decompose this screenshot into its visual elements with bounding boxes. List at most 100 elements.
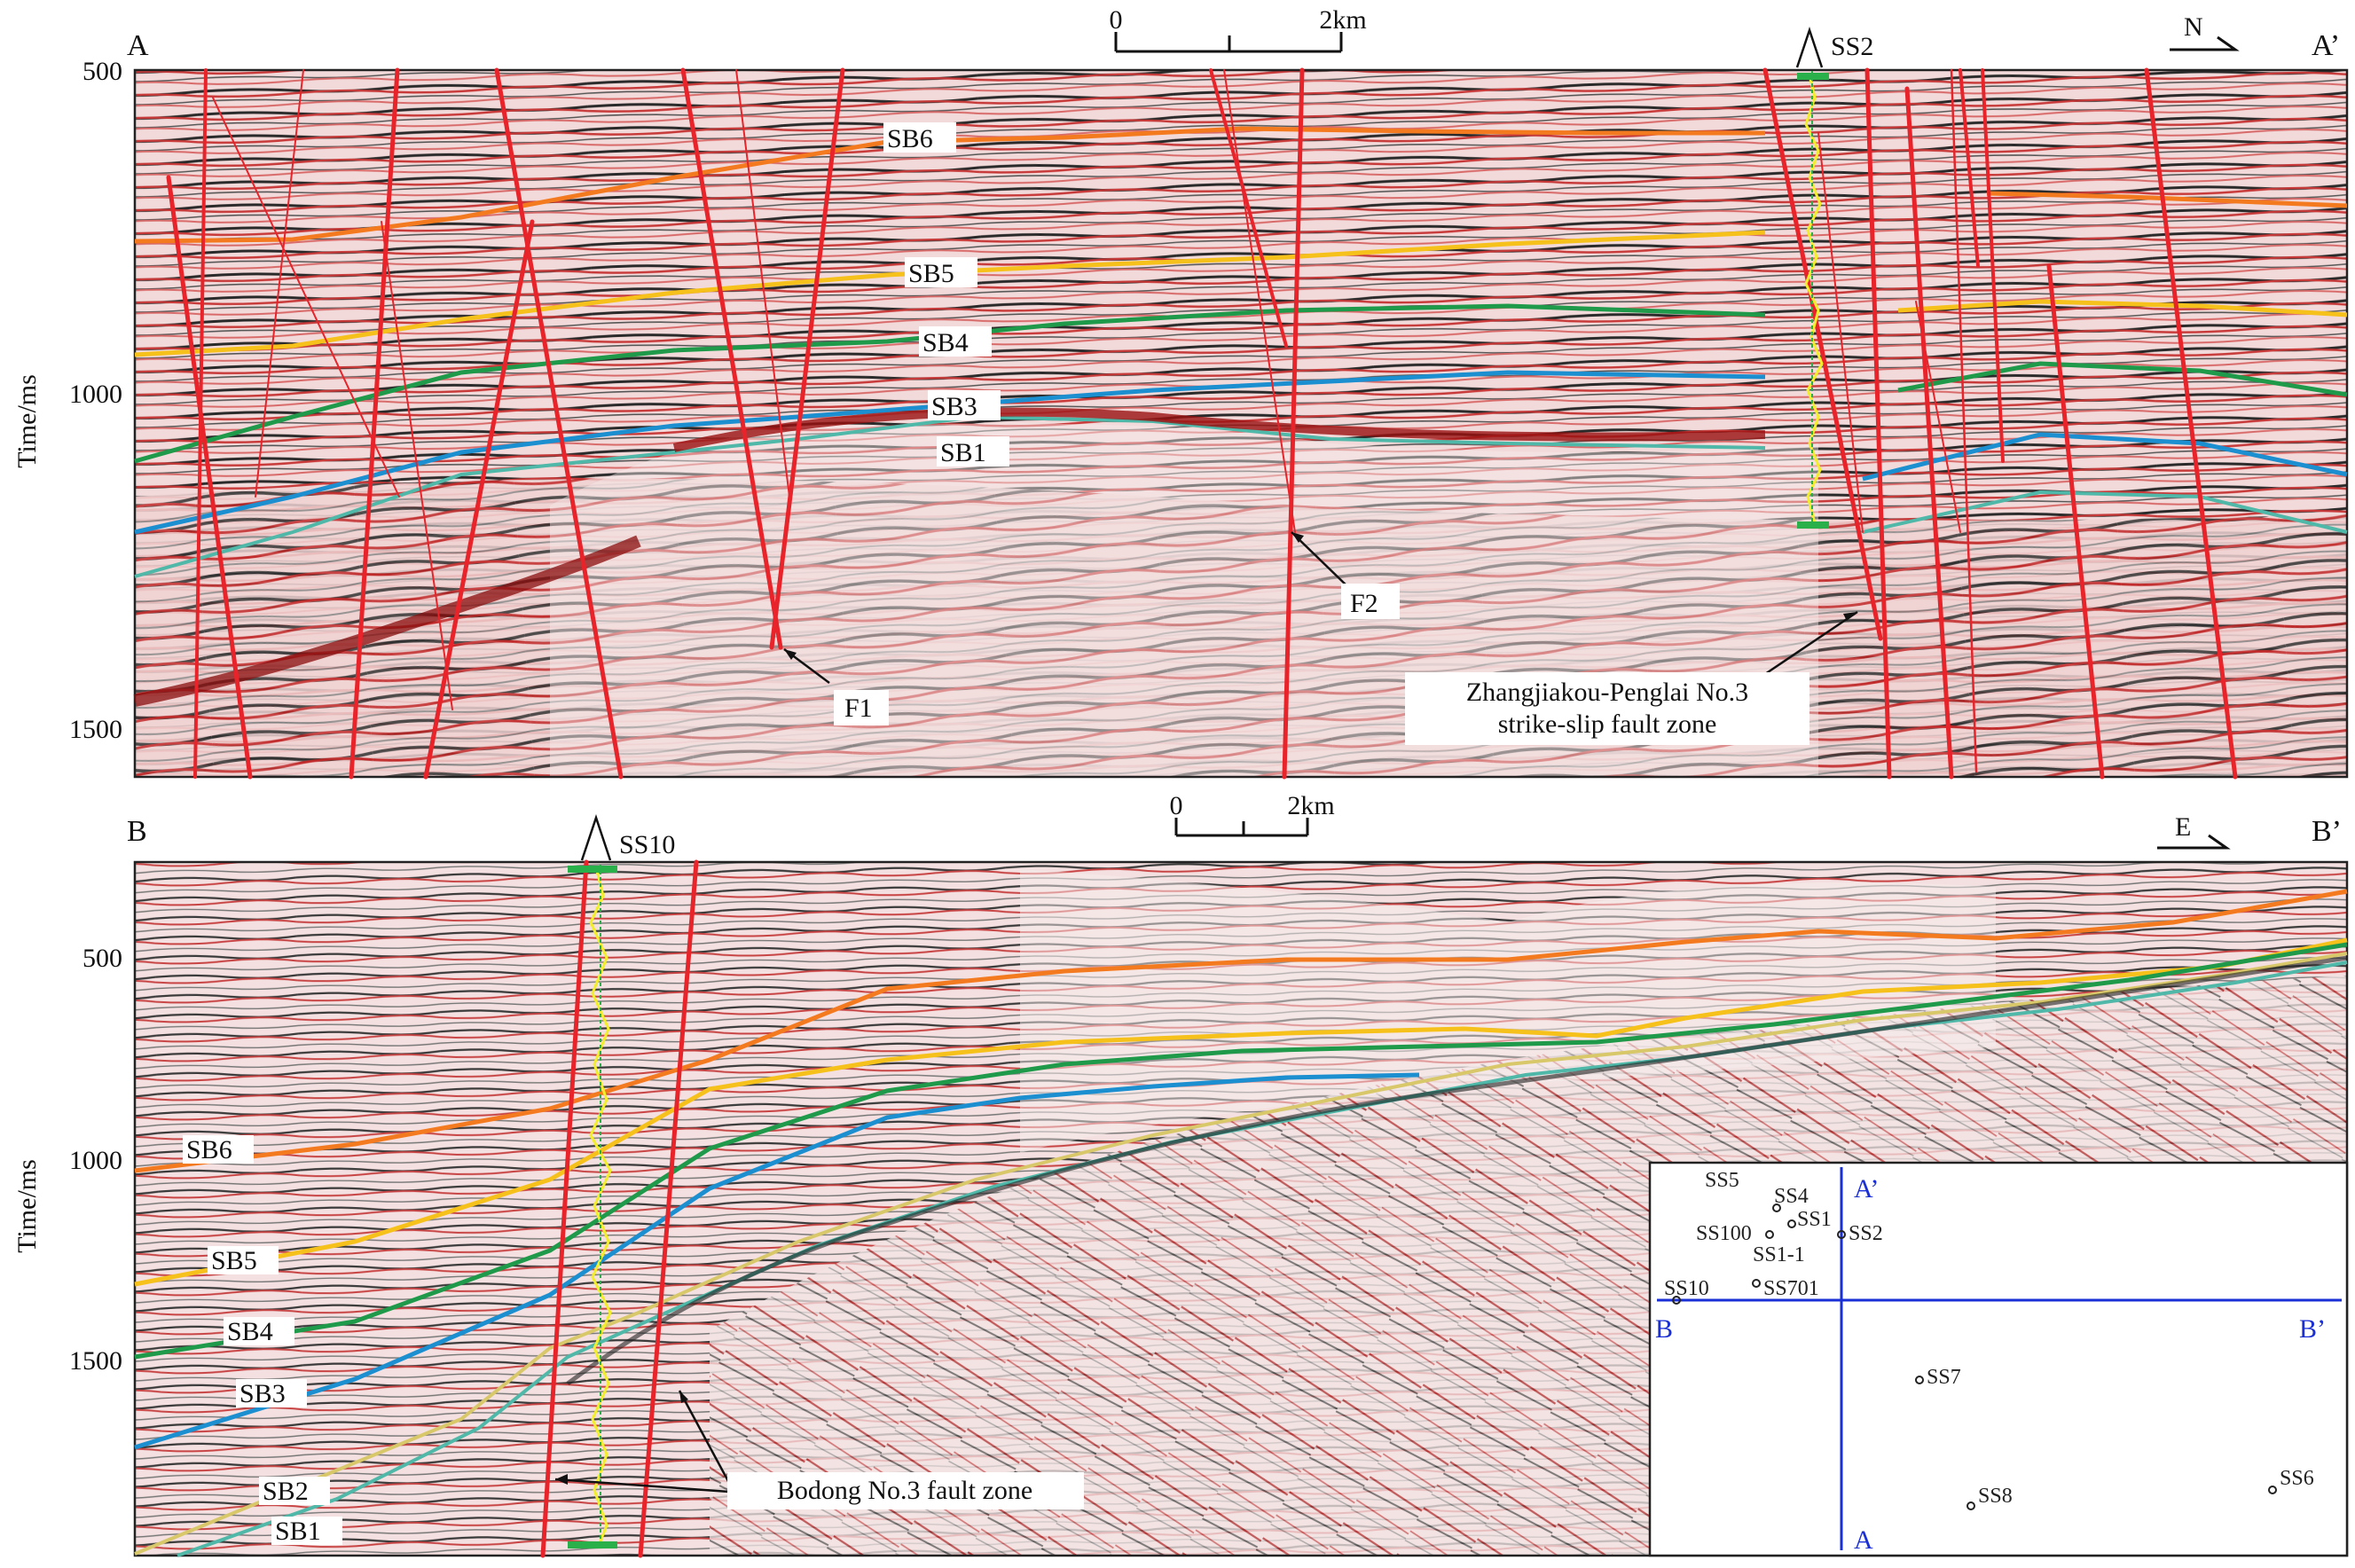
bottom-horizon-sb4 <box>134 942 2348 1360</box>
north-arrow-label: N <box>2184 12 2203 42</box>
bottom-scale-start: 0 <box>1170 791 1183 820</box>
inset-well-ss8: SS8 <box>1978 1485 2013 1508</box>
bottom-y-tick-500: 500 <box>82 944 122 973</box>
bodong-fault-zone-label: Bodong No.3 fault zone <box>777 1476 1032 1505</box>
inset-well-ss4: SS4 <box>1774 1185 1809 1208</box>
top-horizon-sb1-north <box>1862 490 2348 534</box>
f2-label: F2 <box>1350 589 1378 618</box>
bottom-y-tick-1000: 1000 <box>69 1146 122 1175</box>
top-horizon-sb3-north <box>1862 432 2348 482</box>
inset-b-label: B <box>1655 1314 1673 1344</box>
bottom-scale-end: 2km <box>1287 791 1334 820</box>
bottom-sb6-label-bg <box>183 1135 254 1164</box>
bottom-sb5-label: SB5 <box>211 1246 257 1275</box>
top-horizon-sb5 <box>134 230 1766 357</box>
bottom-faults <box>540 859 699 1558</box>
top-y-tick-1500: 1500 <box>69 715 122 744</box>
bottom-scale-bar: 0 2km <box>1170 791 1335 837</box>
bottom-horizon-sb3 <box>134 1072 1420 1450</box>
inset-location-map: A’ A B B’ SS5 SS4 SS1 SS100 SS2 SS1-1 SS… <box>1648 1161 2349 1557</box>
top-scale-start: 0 <box>1110 5 1123 35</box>
top-sb3-label-bg <box>928 390 1001 420</box>
inset-well-ss100: SS100 <box>1696 1222 1752 1245</box>
bottom-sb3-label-bg <box>236 1379 307 1407</box>
inset-well-ss1: SS1 <box>1797 1208 1832 1231</box>
inset-well-ss701: SS701 <box>1763 1277 1819 1300</box>
top-sb6-label-bg <box>883 122 956 153</box>
top-sb5-label: SB5 <box>908 259 954 288</box>
top-strong-reflector <box>672 407 1766 452</box>
bottom-sb5-label-bg <box>208 1246 279 1274</box>
top-sb5-label-bg <box>905 257 977 287</box>
f1-label: F1 <box>844 694 873 723</box>
bottom-sb4-label-bg <box>224 1317 294 1345</box>
bottom-y-tick-1500: 1500 <box>69 1346 122 1376</box>
top-f2-annotation: F2 <box>1291 531 1400 619</box>
top-fault-zone-annotation: Zhangjiakou-Penglai No.3 strike-slip fau… <box>1405 610 1858 745</box>
bottom-noisy-zone <box>1020 869 1996 1153</box>
top-north-arrow: N <box>2170 12 2240 51</box>
bottom-label-b-prime: B’ <box>2312 815 2342 848</box>
top-scale-end: 2km <box>1319 5 1366 35</box>
bottom-sb2-label: SB2 <box>263 1477 309 1506</box>
bottom-label-b: B <box>127 815 147 848</box>
inset-well-markers <box>1672 1203 2277 1510</box>
top-horizon-sb5-north <box>1897 299 2348 318</box>
top-horizon-sb3 <box>134 370 1766 535</box>
top-panel-frame <box>133 68 2349 779</box>
top-label-a-prime: A’ <box>2312 29 2340 62</box>
bottom-east-arrow: E <box>2157 812 2231 850</box>
top-faults <box>166 67 2238 780</box>
bottom-sb1-label: SB1 <box>275 1517 321 1546</box>
bottom-horizon-sb2 <box>134 952 2348 1556</box>
bottom-fault-zone-annotation: Bodong No.3 fault zone <box>554 1390 1084 1509</box>
top-horizon-sb1 <box>134 414 1766 578</box>
bottom-horizon-sb5 <box>134 937 2348 1287</box>
bottom-sb1-label-bg <box>271 1517 342 1545</box>
top-y-tick-500: 500 <box>82 57 122 86</box>
inset-well-ss6: SS6 <box>2280 1467 2314 1490</box>
top-horizon-sb6 <box>134 126 1765 244</box>
bottom-well-ss10-log <box>568 865 617 1548</box>
inset-well-ss1-1: SS1-1 <box>1753 1243 1805 1266</box>
bottom-horizon-sb6 <box>134 889 2348 1173</box>
inset-well-ss5: SS5 <box>1705 1169 1739 1192</box>
bottom-sb2-label-bg <box>259 1477 330 1505</box>
top-label-a: A <box>127 29 149 62</box>
east-arrow-label: E <box>2175 812 2191 842</box>
top-horizon-sb6-north <box>1986 191 2348 208</box>
well-ss2-label: SS2 <box>1831 32 1873 61</box>
fault-zone-line2: strike-slip fault zone <box>1498 710 1717 739</box>
top-scale-bar: 0 2km <box>1110 5 1367 53</box>
top-strong-reflector-2 <box>133 535 641 707</box>
top-well-ss2-symbol: SS2 <box>1795 27 1873 68</box>
inset-map-frame <box>1648 1161 2349 1557</box>
top-sb3-label: SB3 <box>931 392 977 421</box>
top-seismic-panel <box>133 67 2349 780</box>
inset-b-prime-label: B’ <box>2299 1314 2326 1344</box>
bottom-well-ss10-symbol: SS10 <box>580 814 675 861</box>
top-sb6-label: SB6 <box>887 124 933 153</box>
bottom-y-axis-title: Time/ms <box>12 1159 42 1253</box>
top-sb1-label-bg <box>937 436 1009 466</box>
inset-well-ss2: SS2 <box>1849 1222 1883 1245</box>
top-y-tick-1000: 1000 <box>69 380 122 409</box>
top-sb4-label-bg <box>919 326 992 357</box>
top-well-ss2-log <box>1797 71 1829 529</box>
top-horizon-sb4-north <box>1897 361 2348 397</box>
bottom-strong-reflector <box>566 955 2348 1386</box>
top-sb1-label: SB1 <box>940 438 986 467</box>
well-ss10-label: SS10 <box>619 830 675 859</box>
inset-well-ss7: SS7 <box>1927 1366 1961 1389</box>
inset-well-ss10: SS10 <box>1664 1277 1709 1300</box>
bottom-sb4-label: SB4 <box>227 1317 273 1346</box>
inset-a-label: A <box>1854 1525 1873 1555</box>
fault-zone-line1: Zhangjiakou-Penglai No.3 <box>1466 678 1748 707</box>
bottom-sb6-label: SB6 <box>186 1135 232 1164</box>
top-y-axis-title: Time/ms <box>12 374 42 468</box>
top-sb4-label: SB4 <box>922 328 969 357</box>
bottom-sb3-label: SB3 <box>239 1379 286 1408</box>
top-f1-annotation: F1 <box>783 647 889 725</box>
inset-a-prime-label: A’ <box>1854 1174 1879 1203</box>
